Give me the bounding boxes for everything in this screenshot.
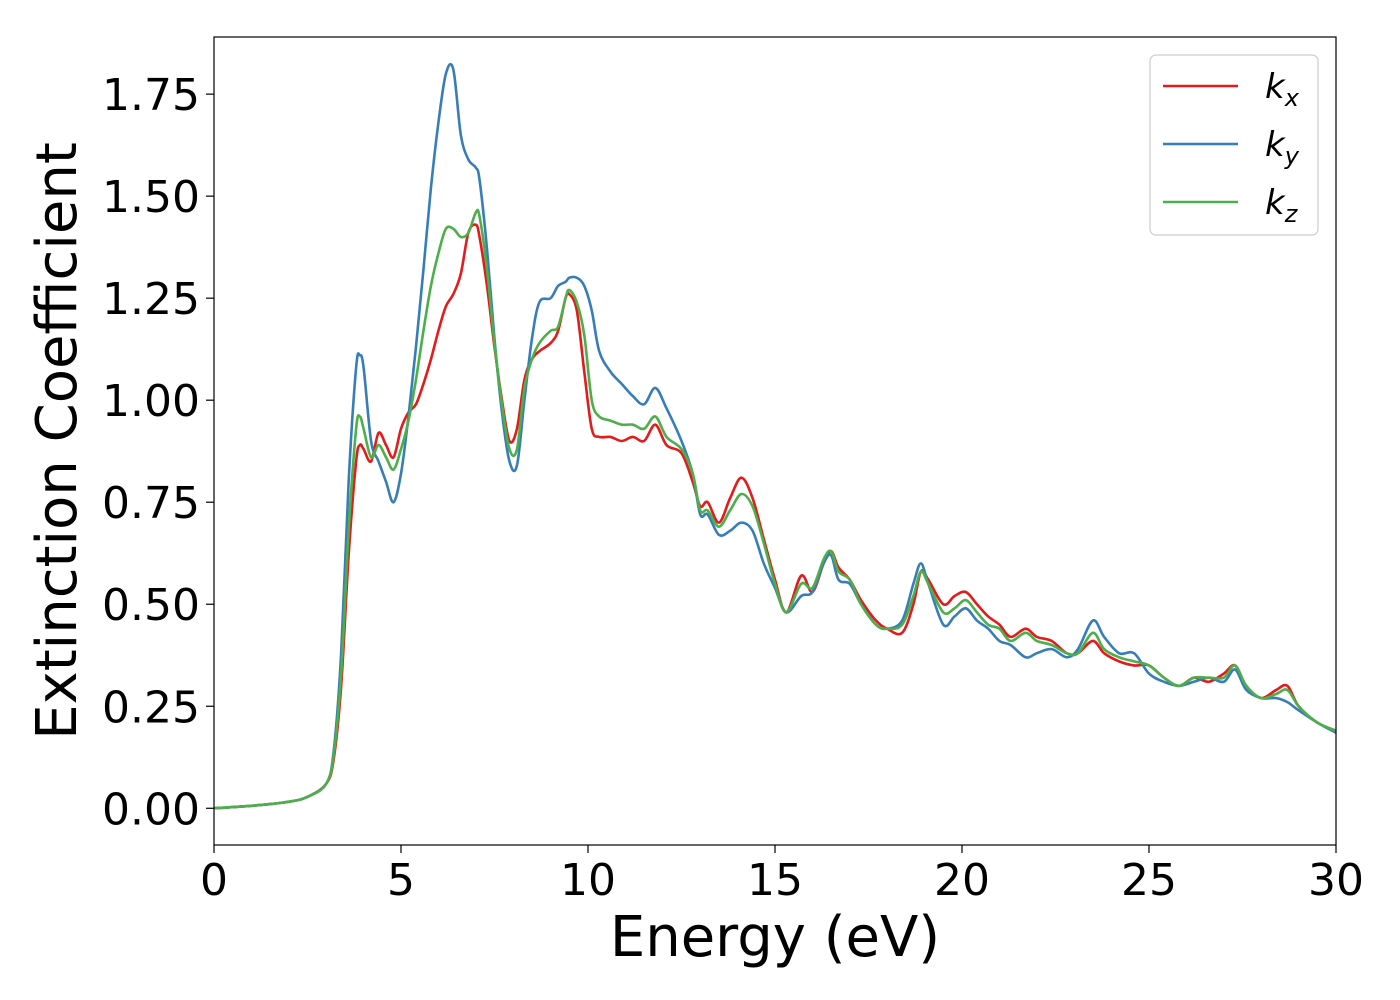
- x-tick-label: 5: [387, 855, 415, 906]
- y-tick-label: 1.50: [102, 172, 200, 223]
- x-tick-label: 30: [1308, 855, 1364, 906]
- y-tick-label: 0.25: [102, 682, 200, 733]
- x-axis-ticks: 0 5 10 15 20 25 30: [200, 845, 1364, 906]
- x-tick-label: 10: [560, 855, 616, 906]
- y-tick-label: 0.00: [102, 784, 200, 835]
- series-line-kz: [213, 208, 1337, 810]
- x-axis-title: Energy (eV): [610, 905, 940, 970]
- plot-background: [214, 37, 1336, 845]
- x-tick-label: 0: [200, 855, 228, 906]
- y-tick-label: 0.75: [102, 478, 200, 529]
- y-tick-label: 1.25: [102, 274, 200, 325]
- y-tick-label: 1.75: [102, 70, 200, 121]
- x-tick-label: 25: [1121, 855, 1177, 906]
- x-tick-label: 15: [747, 855, 803, 906]
- y-tick-label: 0.50: [102, 580, 200, 631]
- series-layer: [213, 62, 1337, 810]
- legend-label-ky: ky: [1265, 125, 1300, 170]
- y-axis-ticks: 0.00 0.25 0.50 0.75 1.00 1.25 1.50 1.75: [102, 70, 214, 835]
- y-axis-title: Extinction Coefficient: [25, 142, 90, 740]
- y-tick-label: 1.00: [102, 376, 200, 427]
- x-tick-label: 20: [934, 855, 990, 906]
